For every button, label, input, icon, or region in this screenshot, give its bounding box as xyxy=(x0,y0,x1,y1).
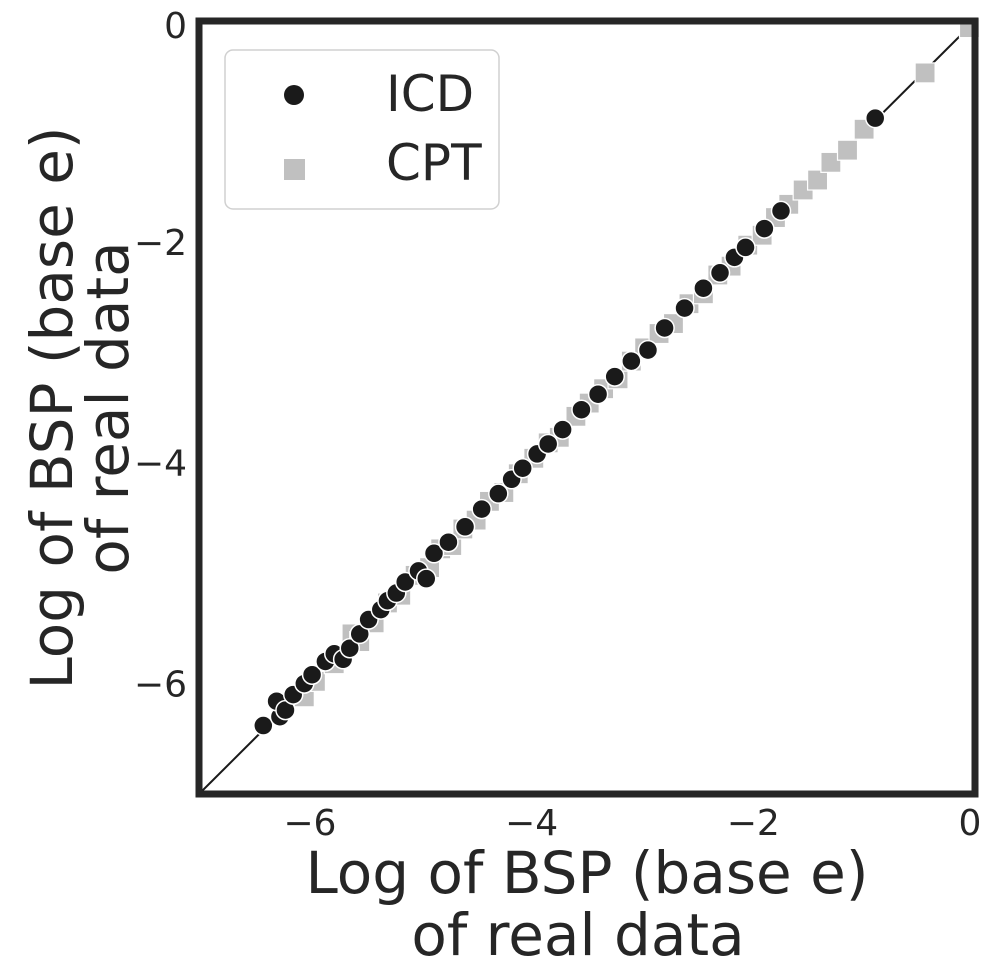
legend-icd-marker xyxy=(284,85,304,105)
legend-cpt-label: CPT xyxy=(386,134,482,192)
icd-point xyxy=(604,366,625,387)
icd-point xyxy=(454,516,476,538)
icd-point xyxy=(339,637,361,659)
icd-point xyxy=(864,107,886,129)
x-axis-label-line1: Log of BSP (base e) xyxy=(305,839,868,907)
x-tick-label: −6 xyxy=(283,803,336,844)
cpt-point xyxy=(820,151,842,173)
icd-point xyxy=(488,483,509,504)
icd-point xyxy=(637,339,659,361)
icd-point xyxy=(587,383,609,405)
icd-point xyxy=(571,399,592,420)
axes-frame xyxy=(195,17,979,798)
icd-point xyxy=(735,237,756,258)
icd-point xyxy=(301,664,323,685)
icd-point xyxy=(552,419,573,440)
cpt-point xyxy=(836,139,859,161)
icd-point xyxy=(693,277,714,299)
y-tick-labels: −6 −4 −2 0 xyxy=(134,6,187,706)
legend: ICD CPT xyxy=(224,49,500,210)
icd-point xyxy=(394,571,416,593)
icd-point xyxy=(621,350,642,372)
icd-point xyxy=(537,433,559,455)
x-axis-label-line2: of real data xyxy=(411,901,744,969)
x-tick-label: −4 xyxy=(505,803,558,844)
icd-point xyxy=(674,297,695,319)
cpt-point xyxy=(806,169,829,191)
cpt-point xyxy=(914,62,936,84)
icd-point xyxy=(423,543,445,564)
y-tick-label: −4 xyxy=(134,444,187,485)
x-tick-labels: −6 −4 −2 0 xyxy=(283,803,981,844)
legend-icd-label: ICD xyxy=(386,65,474,123)
icd-point xyxy=(416,568,437,589)
y-axis-label-line2: of real data xyxy=(74,241,142,574)
x-tick-label: 0 xyxy=(959,803,982,844)
y-tick-label: 0 xyxy=(164,6,187,47)
y-tick-label: −6 xyxy=(134,665,187,706)
icd-point xyxy=(471,498,492,520)
icd-point xyxy=(709,262,731,284)
icd-point xyxy=(754,218,775,239)
y-axis-label-line1: Log of BSP (base e) xyxy=(18,126,86,689)
legend-cpt-marker xyxy=(284,159,305,180)
x-tick-label: −2 xyxy=(727,803,780,844)
icd-point xyxy=(654,317,675,339)
icd-point xyxy=(770,200,792,222)
y-tick-label: −2 xyxy=(134,223,187,264)
icd-point xyxy=(438,531,459,553)
plot-area xyxy=(198,17,981,795)
icd-point xyxy=(253,715,274,736)
icd-point xyxy=(512,457,533,479)
